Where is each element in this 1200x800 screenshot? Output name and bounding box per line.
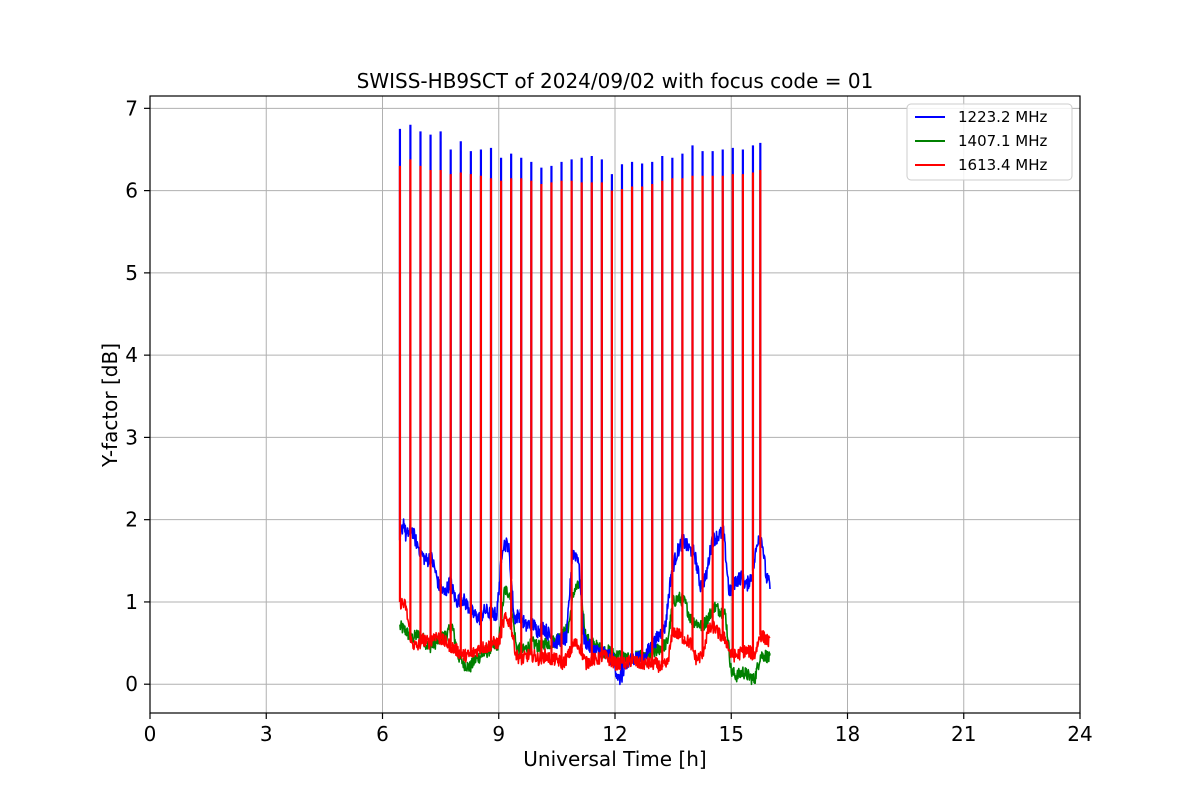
x-tick-label: 9 <box>492 722 505 746</box>
series-trace <box>399 596 771 673</box>
x-tick-label: 6 <box>376 722 389 746</box>
plot-area <box>398 124 771 686</box>
x-tick-label: 3 <box>260 722 273 746</box>
y-tick-label: 6 <box>125 179 138 203</box>
x-tick-label: 0 <box>144 722 157 746</box>
legend-label-1407: 1407.1 MHz <box>958 132 1047 150</box>
y-tick-label: 7 <box>125 96 138 120</box>
y-tick-label: 1 <box>125 590 138 614</box>
legend-label-1223: 1223.2 MHz <box>958 108 1047 126</box>
y-tick-label: 4 <box>125 343 138 367</box>
legend: 1223.2 MHz 1407.1 MHz 1613.4 MHz <box>906 103 1073 181</box>
y-tick-label: 3 <box>125 425 138 449</box>
legend-label-1613: 1613.4 MHz <box>958 156 1047 174</box>
legend-box <box>906 103 1073 181</box>
y-tick-label: 5 <box>125 261 138 285</box>
x-tick-label: 21 <box>951 722 976 746</box>
y-tick-label: 2 <box>125 508 138 532</box>
y-axis-label: Y-factor [dB] <box>98 343 122 468</box>
x-tick-label: 12 <box>602 722 627 746</box>
y-tick-label: 0 <box>125 672 138 696</box>
x-tick-label: 24 <box>1067 722 1092 746</box>
chart-title: SWISS-HB9SCT of 2024/09/02 with focus co… <box>357 69 874 93</box>
x-axis-label: Universal Time [h] <box>523 747 706 771</box>
x-tick-label: 15 <box>719 722 744 746</box>
x-tick-label: 18 <box>835 722 860 746</box>
